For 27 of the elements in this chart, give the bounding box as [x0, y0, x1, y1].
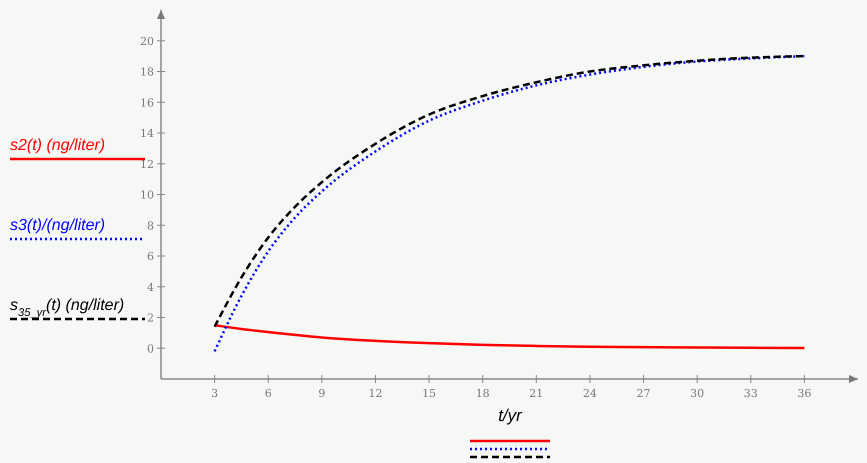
x-tick-label: 12: [368, 387, 382, 400]
y-tick-label: 14: [140, 127, 154, 140]
x-tick-label: 30: [690, 387, 704, 400]
x-tick-label: 24: [582, 387, 597, 400]
y-tick-label: 16: [140, 96, 154, 110]
y-tick-label: 18: [140, 66, 154, 78]
text: s2(t) (ng/liter): [10, 137, 106, 154]
y-tick-label: 6: [147, 250, 154, 263]
x-tick-label: 9: [318, 387, 326, 400]
x-tick-label: 3: [211, 387, 218, 400]
text: s3(t)/(ng/liter): [10, 217, 106, 234]
x-tick-label: 15: [422, 387, 436, 400]
y-tick-label: 0: [147, 342, 154, 356]
x-axis-title: t/yr: [498, 406, 524, 425]
x-tick-label: 21: [529, 387, 544, 400]
x-tick-label: 18: [476, 387, 490, 400]
y-tick-label: 2: [147, 312, 154, 324]
y-tick-label: 8: [147, 219, 154, 232]
y-tick-label: 4: [147, 280, 154, 294]
y-tick-label: 12: [140, 158, 154, 171]
x-tick-label: 6: [264, 387, 272, 400]
y-tick-label: 20: [140, 34, 154, 48]
y-tick-label: 10: [140, 188, 154, 202]
x-tick-label: 33: [744, 387, 758, 400]
text: s$_{35_yr}$(t) (ng/liter): [10, 297, 124, 319]
x-tick-label: 36: [797, 387, 812, 400]
x-tick-label: 27: [636, 387, 651, 400]
